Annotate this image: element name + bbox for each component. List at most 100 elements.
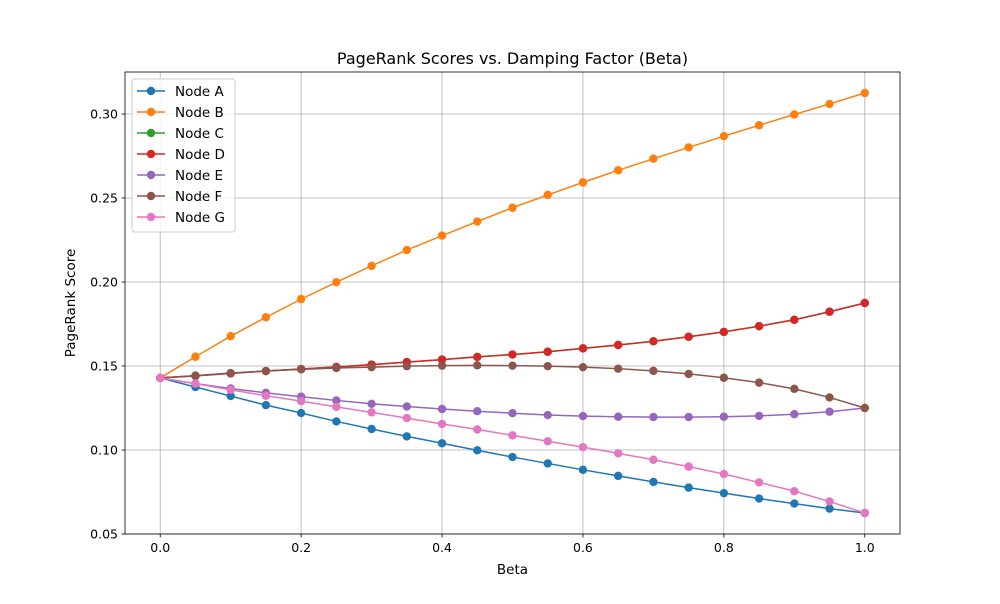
- x-tick-label: 0.8: [714, 540, 734, 555]
- data-point-node-g: [332, 402, 341, 412]
- data-point-node-e: [543, 410, 552, 420]
- data-point-node-a: [508, 452, 517, 462]
- legend: Node A Node B Node C Node D Node E Node F Node…: [131, 78, 236, 233]
- data-point-node-d: [437, 355, 447, 364]
- legend-label: Node F: [175, 189, 222, 205]
- data-point-node-e: [613, 412, 623, 421]
- data-point-node-b: [860, 88, 869, 98]
- series-node-g: [156, 373, 869, 518]
- data-point-node-e: [684, 412, 693, 422]
- data-point-node-b: [719, 131, 729, 141]
- data-point-node-f: [613, 364, 623, 373]
- x-tick-label: 0.0: [150, 540, 170, 555]
- data-point-node-e: [790, 410, 799, 419]
- data-point-node-f: [719, 373, 729, 382]
- data-point-node-b: [508, 203, 517, 212]
- data-point-node-b: [684, 143, 693, 152]
- data-point-node-d: [719, 327, 729, 337]
- legend-label: Node D: [175, 147, 225, 163]
- data-point-node-d: [754, 321, 764, 331]
- data-point-node-g: [825, 497, 834, 506]
- data-point-node-g: [473, 425, 482, 434]
- data-point-node-b: [543, 190, 552, 200]
- data-point-node-g: [719, 469, 729, 479]
- y-tick-label: 0.30: [90, 107, 118, 122]
- data-point-node-f: [790, 384, 799, 394]
- data-point-node-a: [825, 504, 834, 513]
- data-point-node-b: [226, 331, 235, 341]
- legend-entry: Node D: [137, 147, 225, 163]
- data-point-node-e: [719, 412, 729, 421]
- data-point-node-f: [332, 363, 341, 373]
- data-point-node-g: [578, 442, 588, 452]
- x-tick-label: 1.0: [855, 540, 875, 555]
- legend-marker: [146, 128, 156, 138]
- data-point-node-b: [261, 313, 271, 322]
- data-point-node-e: [649, 412, 658, 422]
- series-line-node-b: [159, 92, 865, 379]
- data-point-node-a: [296, 408, 306, 418]
- data-point-node-f: [649, 366, 658, 376]
- data-point-node-a: [367, 424, 376, 434]
- data-point-node-a: [754, 494, 764, 503]
- legend-entry: Node C: [137, 126, 224, 142]
- data-point-node-a: [473, 446, 482, 455]
- data-point-node-f: [578, 362, 588, 372]
- data-point-node-a: [437, 439, 447, 448]
- data-point-node-g: [296, 396, 306, 406]
- data-point-node-b: [367, 261, 376, 271]
- x-tick-label: 0.2: [291, 540, 311, 555]
- data-point-node-b: [578, 178, 588, 187]
- data-point-node-f: [261, 366, 271, 376]
- data-point-node-e: [473, 406, 482, 416]
- data-point-node-a: [261, 400, 271, 410]
- data-point-node-d: [684, 332, 693, 341]
- data-point-node-d: [578, 344, 588, 353]
- legend-entry: Node B: [137, 105, 224, 121]
- data-point-node-a: [613, 471, 623, 481]
- data-point-node-f: [825, 393, 834, 402]
- data-point-node-g: [543, 437, 552, 446]
- data-point-node-b: [825, 99, 834, 109]
- legend-marker: [146, 191, 156, 201]
- data-point-node-g: [367, 408, 376, 417]
- data-point-node-f: [754, 378, 764, 387]
- x-axis-label: Beta: [497, 562, 528, 578]
- data-point-node-a: [578, 465, 588, 475]
- legend-marker: [146, 107, 156, 117]
- data-point-node-e: [402, 402, 412, 411]
- data-point-node-d: [473, 352, 482, 362]
- data-point-node-g: [261, 391, 271, 400]
- data-point-node-d: [508, 350, 517, 359]
- y-tick-label: 0.10: [90, 443, 118, 458]
- data-point-node-e: [825, 407, 834, 416]
- legend-entry: Node F: [137, 189, 222, 205]
- data-point-node-b: [790, 110, 799, 119]
- data-point-node-g: [156, 373, 165, 383]
- legend-marker: [146, 86, 156, 96]
- data-point-node-d: [790, 315, 799, 324]
- data-point-node-f: [543, 361, 552, 371]
- data-point-node-b: [296, 294, 306, 304]
- legend-label: Node C: [175, 126, 224, 142]
- data-point-node-e: [332, 396, 341, 405]
- data-point-node-b: [754, 121, 764, 130]
- data-point-node-g: [508, 431, 517, 440]
- data-point-node-e: [367, 399, 376, 408]
- y-tick-label: 0.20: [90, 275, 118, 290]
- series-node-b: [156, 88, 869, 383]
- data-point-node-b: [191, 352, 200, 361]
- data-point-node-g: [191, 379, 200, 388]
- legend-label: Node B: [175, 105, 224, 121]
- data-point-node-g: [613, 449, 623, 458]
- data-point-node-b: [437, 231, 447, 240]
- legend-entry: Node E: [137, 168, 223, 184]
- data-point-node-a: [226, 391, 235, 401]
- data-point-node-a: [790, 499, 799, 508]
- data-point-node-b: [473, 217, 482, 226]
- data-point-node-d: [825, 307, 834, 316]
- data-point-node-g: [437, 419, 447, 429]
- legend-marker: [146, 212, 156, 222]
- tick-layer: 0.0 0.2 0.4 0.6 0.8 1.0 0.05 0.10 0.15 0.20 0.25 0.…: [90, 107, 875, 556]
- data-point-node-a: [719, 488, 729, 498]
